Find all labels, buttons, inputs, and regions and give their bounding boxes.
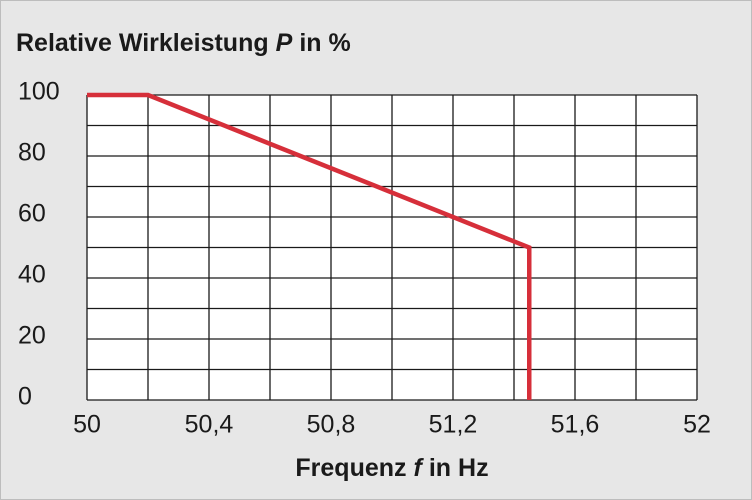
x-tick-label: 50,8 bbox=[307, 411, 356, 439]
y-tick-label: 80 bbox=[18, 139, 46, 167]
title-text: Relative Wirkleistung bbox=[16, 29, 269, 57]
title-symbol: P bbox=[276, 29, 293, 57]
y-tick-label: 0 bbox=[18, 383, 32, 411]
x-tick-label: 52 bbox=[683, 411, 711, 439]
y-tick-label: 100 bbox=[18, 78, 60, 106]
x-tick-label: 51,2 bbox=[429, 411, 478, 439]
x-tick-label: 50,4 bbox=[185, 411, 234, 439]
title-unit: in % bbox=[299, 29, 350, 57]
y-tick-label: 40 bbox=[18, 261, 46, 289]
x-tick-label: 50 bbox=[73, 411, 101, 439]
xlabel-text: Frequenz bbox=[295, 454, 406, 482]
y-tick-label: 60 bbox=[18, 200, 46, 228]
x-axis-label: Frequenz f in Hz bbox=[295, 454, 488, 482]
xlabel-symbol: f bbox=[414, 454, 425, 482]
x-tick-label: 51,6 bbox=[551, 411, 600, 439]
line bbox=[87, 92, 532, 400]
y-tick-label: 20 bbox=[18, 322, 46, 350]
xlabel-unit: in Hz bbox=[429, 454, 489, 482]
